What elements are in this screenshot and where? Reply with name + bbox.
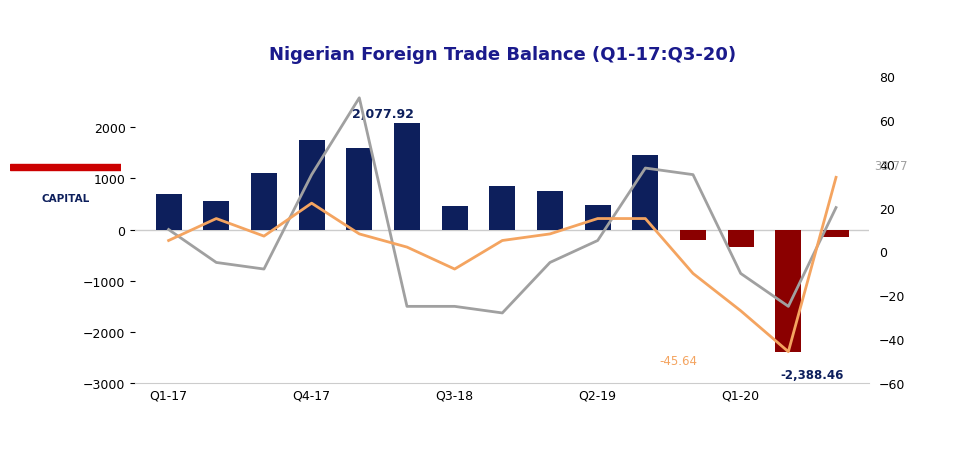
Bar xyxy=(108,48,116,87)
Bar xyxy=(346,148,373,230)
Bar xyxy=(489,187,516,230)
Bar xyxy=(298,141,325,230)
Bar xyxy=(680,230,706,240)
Bar xyxy=(251,174,277,230)
Bar xyxy=(727,230,753,248)
Bar xyxy=(203,202,229,230)
Bar xyxy=(584,206,611,230)
Bar xyxy=(10,165,121,170)
Bar xyxy=(99,48,106,78)
Bar xyxy=(632,156,659,230)
Text: 33.77: 33.77 xyxy=(874,159,908,172)
Title: Nigerian Foreign Trade Balance (Q1-17:Q3-20): Nigerian Foreign Trade Balance (Q1-17:Q3… xyxy=(269,46,736,64)
Bar xyxy=(441,207,468,230)
Bar xyxy=(89,48,97,69)
Text: -45.64: -45.64 xyxy=(660,354,697,367)
Text: PFI: PFI xyxy=(38,93,82,117)
Bar xyxy=(394,124,420,230)
Bar xyxy=(823,230,849,238)
Bar xyxy=(156,194,182,230)
Text: CAPITAL: CAPITAL xyxy=(42,194,89,204)
Bar xyxy=(776,230,802,352)
Bar xyxy=(537,192,563,230)
Text: 2,077.92: 2,077.92 xyxy=(353,108,414,121)
Text: -2,388.46: -2,388.46 xyxy=(781,368,844,381)
Bar xyxy=(78,48,86,60)
